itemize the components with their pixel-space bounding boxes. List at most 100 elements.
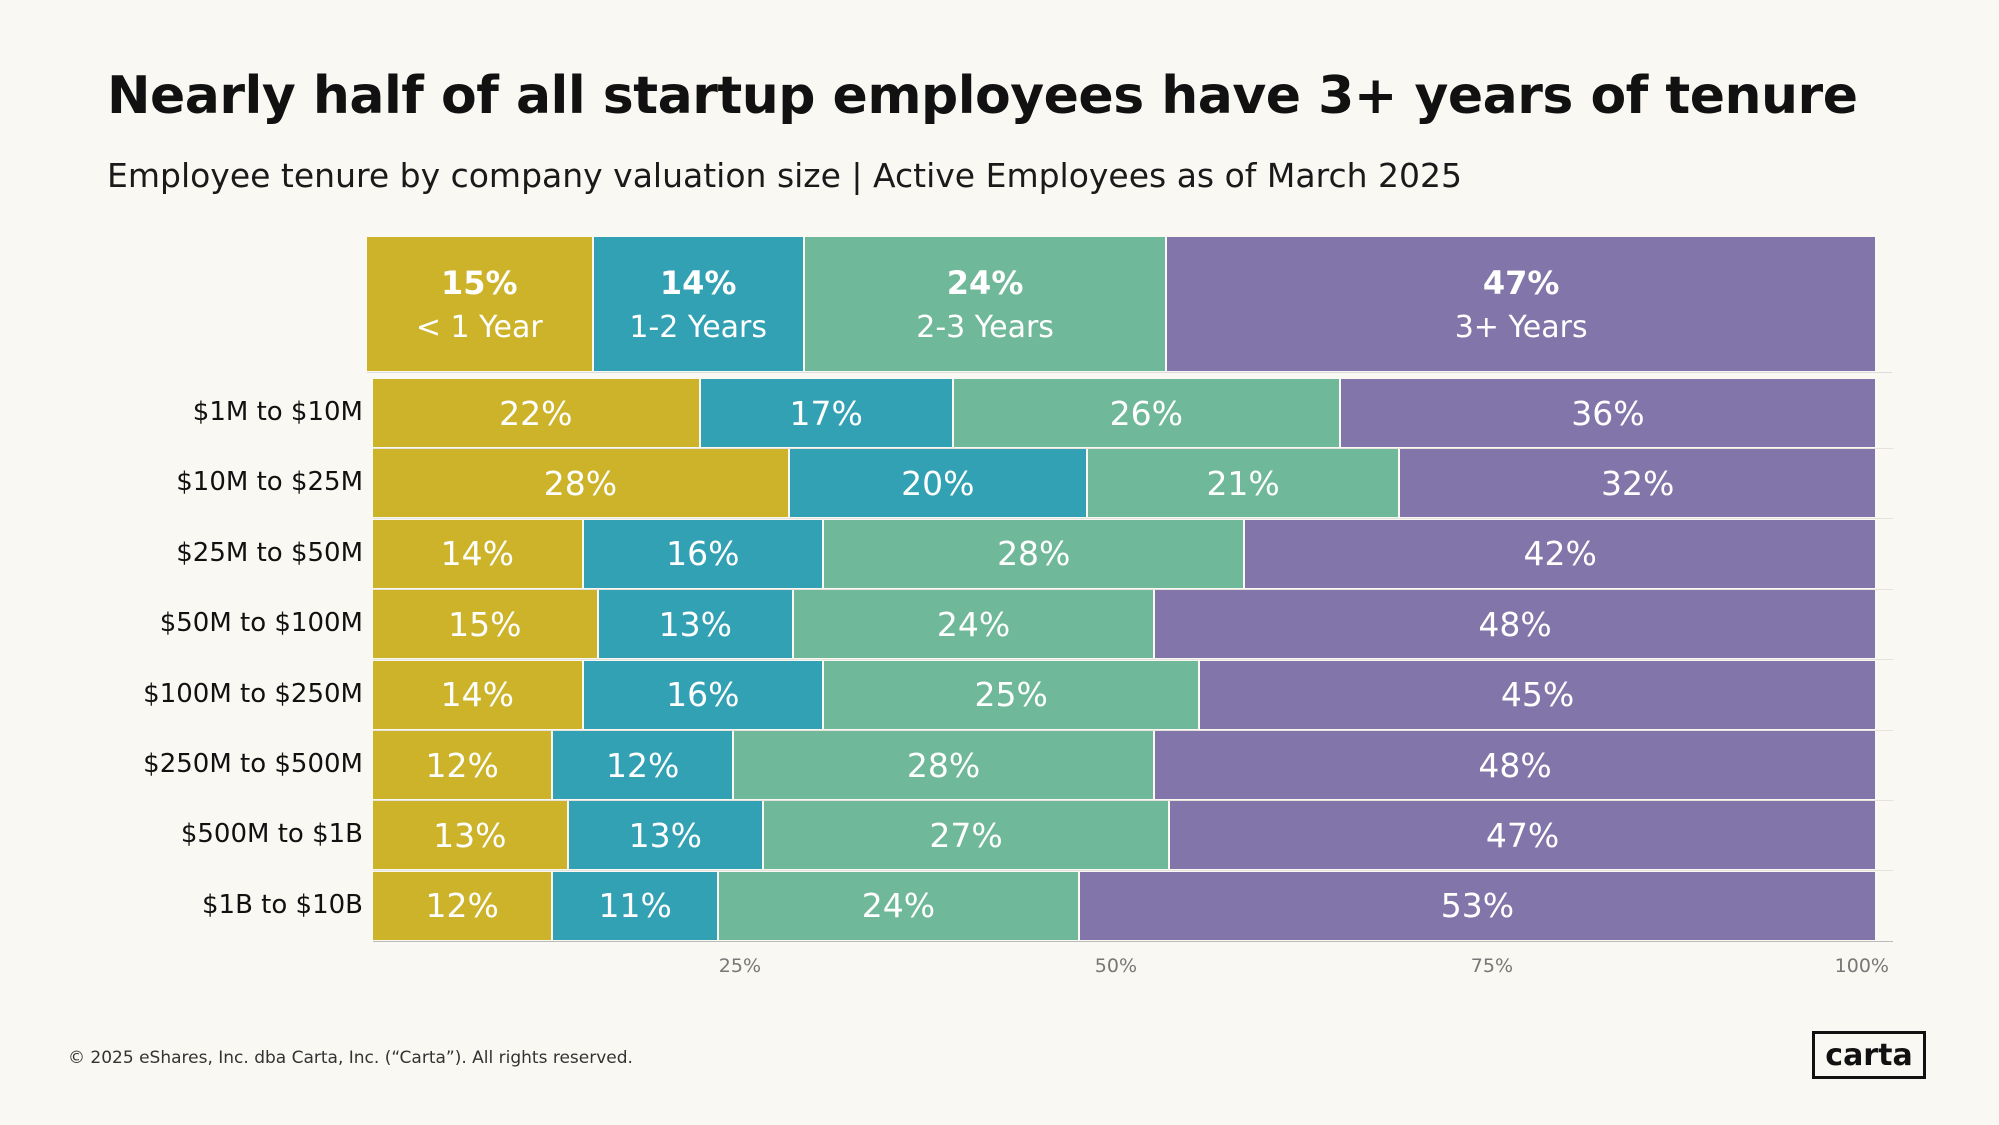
bar-segment: 12% <box>553 731 734 799</box>
bar-value-label: 15% <box>448 604 522 644</box>
bar-value-label: 12% <box>606 745 680 785</box>
bar-segment: 28% <box>824 519 1246 588</box>
bar-value-label: 16% <box>666 675 740 715</box>
row-label: $1B to $10B <box>201 889 363 920</box>
bar-segment: 48% <box>1155 731 1877 799</box>
gridline <box>373 729 1893 731</box>
overall-value-label: 24% <box>946 263 1024 302</box>
overall-segment: 24% 2-3 Years <box>804 237 1168 371</box>
bar-segment: 15% <box>373 590 599 659</box>
bar-value-label: 13% <box>433 815 507 855</box>
bar-segment: 28% <box>373 449 790 518</box>
row-label: $25M to $50M <box>176 537 363 568</box>
bar-segment: 24% <box>718 871 1080 940</box>
overall-segment: 15% < 1 Year <box>367 237 594 371</box>
gridline <box>373 659 1893 661</box>
gridline <box>373 448 1893 449</box>
bar-segment: 53% <box>1079 871 1877 940</box>
bar-segment: 13% <box>598 590 795 659</box>
bar-value-label: 16% <box>666 534 740 574</box>
row-label: $500M to $1B <box>180 819 363 850</box>
overall-value-label: 15% <box>440 263 518 302</box>
bar-segment: 12% <box>373 871 554 940</box>
bar-segment: 11% <box>553 871 719 940</box>
overall-category-label: 2-3 Years <box>916 309 1054 345</box>
row-label: $50M to $100M <box>159 608 363 639</box>
bar-segment: 47% <box>1170 801 1877 870</box>
gridline <box>373 518 1893 520</box>
bar-value-label: 20% <box>901 463 975 503</box>
bar-value-label: 28% <box>543 463 618 503</box>
x-tick-label: 50% <box>1094 955 1137 977</box>
bar-segment: 17% <box>700 379 954 447</box>
bar-value-label: 25% <box>974 675 1048 715</box>
bar-value-label: 53% <box>1440 886 1515 926</box>
bar-value-label: 13% <box>658 604 733 644</box>
chart-title: Nearly half of all startup employees hav… <box>107 66 1858 126</box>
overall-category-label: 1-2 Years <box>629 309 768 345</box>
overall-segment: 47% 3+ Years <box>1167 237 1877 371</box>
bar-value-label: 48% <box>1478 745 1552 785</box>
bar-value-label: 36% <box>1571 393 1645 433</box>
bar-segment: 25% <box>824 660 1201 729</box>
bar-segment: 36% <box>1340 379 1877 447</box>
bar-value-label: 22% <box>499 393 573 433</box>
overall-segment: 14% 1-2 Years <box>593 237 805 371</box>
x-tick-label: 75% <box>1470 955 1513 977</box>
x-tick-label: 100% <box>1834 955 1889 977</box>
bar-segment: 16% <box>583 660 825 729</box>
bar-value-label: 32% <box>1601 463 1675 503</box>
bar-segment: 48% <box>1155 590 1877 659</box>
bar-segment: 21% <box>1087 449 1401 518</box>
bar-value-label: 12% <box>425 745 499 785</box>
overall-category-label: 3+ Years <box>1454 309 1588 345</box>
bar-value-label: 47% <box>1485 815 1560 855</box>
gridline <box>367 372 1892 373</box>
carta-logo: carta <box>1812 1031 1926 1079</box>
bar-value-label: 28% <box>997 534 1071 574</box>
bar-segment: 13% <box>373 801 569 870</box>
bar-value-label: 14% <box>440 675 514 715</box>
copyright-text: © 2025 eShares, Inc. dba Carta, Inc. (“C… <box>68 1048 633 1068</box>
bar-segment: 16% <box>583 519 825 588</box>
gridline <box>373 588 1893 590</box>
bar-value-label: 11% <box>598 886 672 926</box>
bar-segment: 13% <box>568 801 765 870</box>
bar-segment: 42% <box>1245 519 1877 588</box>
bar-value-label: 42% <box>1523 534 1597 574</box>
x-tick-label: 25% <box>718 955 761 977</box>
bar-segment: 26% <box>953 379 1341 447</box>
bar-segment: 14% <box>373 660 584 729</box>
overall-value-label: 14% <box>659 263 737 302</box>
gridline <box>373 800 1893 801</box>
bar-value-label: 27% <box>929 815 1003 855</box>
bar-value-label: 24% <box>861 886 936 926</box>
overall-value-label: 47% <box>1482 263 1560 302</box>
bar-value-label: 45% <box>1500 675 1575 715</box>
row-label: $250M to $500M <box>143 749 363 779</box>
bar-segment: 32% <box>1400 449 1877 518</box>
bar-value-label: 24% <box>936 604 1011 644</box>
bar-value-label: 21% <box>1206 463 1280 503</box>
gridline <box>373 870 1893 872</box>
bar-segment: 20% <box>789 449 1088 518</box>
bar-value-label: 28% <box>906 745 981 785</box>
bar-value-label: 48% <box>1478 604 1552 644</box>
bar-segment: 45% <box>1200 660 1877 729</box>
bar-segment: 14% <box>373 519 584 588</box>
bar-segment: 28% <box>733 731 1156 799</box>
bar-value-label: 14% <box>440 534 514 574</box>
bar-segment: 22% <box>373 379 701 447</box>
bar-segment: 24% <box>794 590 1156 659</box>
bar-segment: 12% <box>373 731 554 799</box>
bar-value-label: 12% <box>425 886 499 926</box>
bar-segment: 27% <box>764 801 1171 870</box>
bar-value-label: 17% <box>789 393 863 433</box>
row-label: $100M to $250M <box>143 678 363 709</box>
bar-value-label: 26% <box>1109 393 1183 433</box>
chart-subtitle: Employee tenure by company valuation siz… <box>107 156 1462 195</box>
overall-category-label: < 1 Year <box>415 309 543 345</box>
row-label: $1M to $10M <box>192 397 363 427</box>
bar-value-label: 13% <box>628 815 702 855</box>
